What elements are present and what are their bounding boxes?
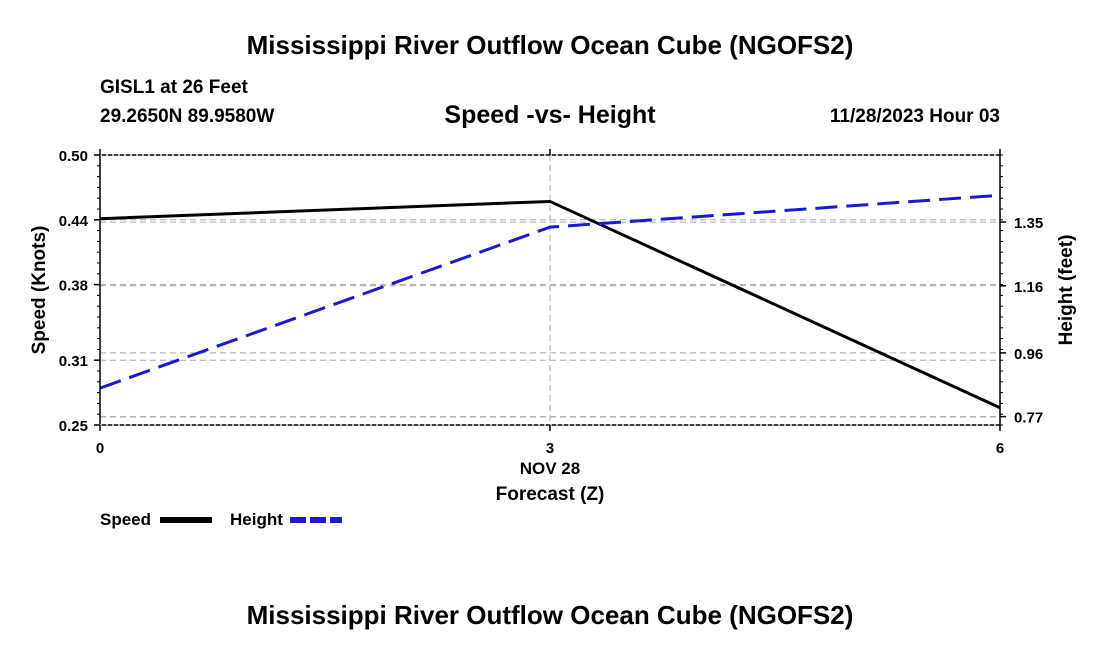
- left-tick-label: 0.50: [59, 148, 88, 165]
- footer-title: Mississippi River Outflow Ocean Cube (NG…: [246, 600, 854, 630]
- x-tick-label: 6: [996, 440, 1004, 457]
- x-axis-label: Forecast (Z): [496, 484, 605, 505]
- series-layer: [99, 193, 1001, 410]
- right-tick-label: 0.77: [1014, 410, 1043, 427]
- left-axis-label: Speed (Knots): [29, 226, 50, 355]
- series-line-speed: [99, 199, 1001, 410]
- station-label: GISL1 at 26 Feet: [100, 77, 248, 98]
- left-tick-label: 0.25: [59, 418, 88, 435]
- series-line-height: [99, 193, 1001, 390]
- right-axis-label: Height (feet): [1056, 235, 1077, 346]
- axis-ticks: [94, 149, 1006, 431]
- coordinates-label: 29.2650N 89.9580W: [100, 106, 275, 127]
- left-tick-label: 0.44: [59, 213, 89, 230]
- axis-labels: 0.50 0.44 0.38 0.31 0.25 1.35 1.16 0.96 0.77 0 3 6 N…: [29, 148, 1077, 505]
- chart-title: Speed -vs- Height: [444, 101, 656, 129]
- left-tick-label: 0.31: [59, 353, 88, 370]
- x-tick-label: 0: [96, 440, 104, 457]
- page-title: Mississippi River Outflow Ocean Cube (NG…: [246, 30, 854, 60]
- x-date-label: NOV 28: [520, 459, 580, 478]
- x-tick-label: 3: [546, 440, 554, 457]
- legend-label-height: Height: [230, 510, 283, 529]
- datetime-label: 11/28/2023 Hour 03: [829, 106, 1000, 127]
- legend-label-speed: Speed: [100, 510, 151, 529]
- legend: Speed Height: [100, 510, 342, 529]
- grid-lines: [100, 155, 1000, 425]
- right-tick-label: 0.96: [1014, 346, 1043, 363]
- right-tick-label: 1.16: [1014, 279, 1043, 296]
- right-tick-label: 1.35: [1014, 215, 1043, 232]
- left-tick-label: 0.38: [59, 278, 88, 295]
